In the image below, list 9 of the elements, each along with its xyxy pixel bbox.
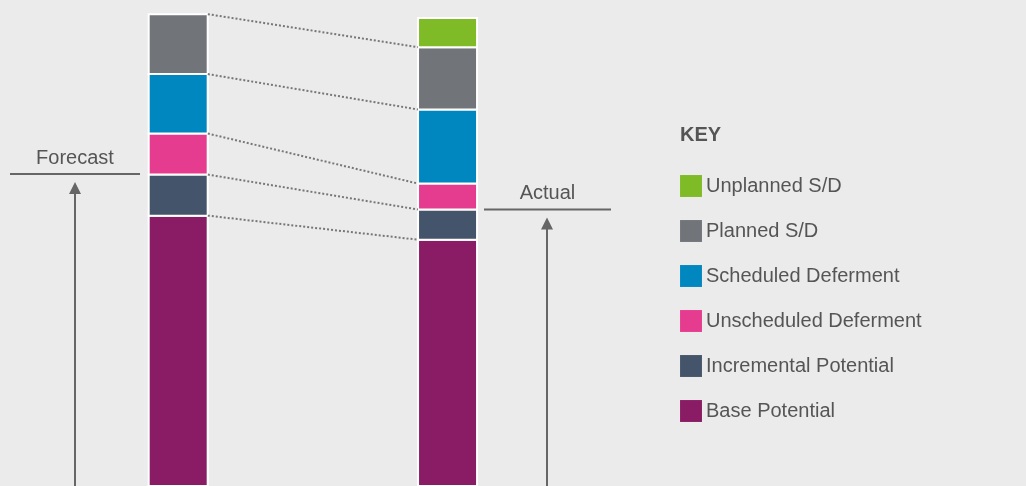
legend-label: Base Potential <box>706 399 835 421</box>
legend-label: Scheduled Deferment <box>706 264 900 286</box>
legend-label: Incremental Potential <box>706 354 894 376</box>
ref-line-label: Forecast <box>36 146 115 169</box>
legend-title: KEY <box>680 123 722 145</box>
legend-label: Unplanned S/D <box>706 174 842 196</box>
legend-label: Unscheduled Deferment <box>706 309 923 331</box>
ref-line-label: Actual <box>519 181 576 204</box>
legend-label: Planned S/D <box>706 219 819 241</box>
